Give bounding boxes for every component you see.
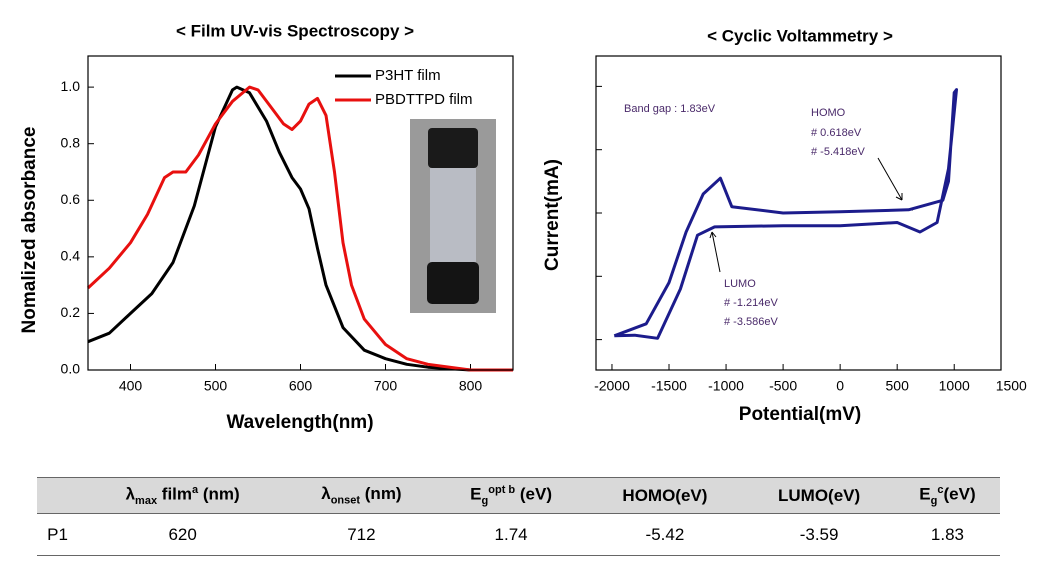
annotation: LUMO	[724, 278, 756, 290]
x-tick-label: 500	[204, 378, 228, 394]
plot-frame	[595, 55, 1002, 371]
table-cell: 620	[78, 513, 288, 556]
y-tick-label: 0.4	[61, 248, 81, 264]
data-line	[613, 88, 958, 340]
header-text: opt b	[488, 483, 516, 496]
header-text: g	[481, 495, 489, 508]
plot-frame	[87, 55, 514, 371]
y-tick-label: 0.2	[61, 304, 81, 320]
x-tick-label: 600	[289, 378, 313, 394]
x-axis-label: Wavelength(nm)	[226, 412, 373, 433]
x-tick-label: 700	[374, 378, 398, 394]
header-text: λ	[125, 484, 136, 504]
x-tick-label: 400	[119, 378, 143, 394]
table-cell: 1.74	[435, 513, 587, 556]
chart-title: < Cyclic Voltammetry >	[707, 26, 893, 45]
chart-title: < Film UV-vis Spectroscopy >	[176, 21, 414, 40]
vial-photo	[410, 119, 496, 313]
header-text: film	[157, 484, 193, 504]
header-text: λ	[321, 484, 331, 504]
header-text: LUMO(eV)	[778, 485, 861, 505]
data-line	[87, 85, 513, 372]
results-table: λmax filma (nm) λonset (nm) Egopt b (eV) HO…	[37, 477, 1000, 556]
y-tick-label: 0.8	[61, 134, 81, 150]
annotation: # -1.214eV	[724, 297, 778, 309]
x-tick-label: -500	[769, 378, 797, 394]
header-cell: Egc(eV)	[894, 477, 1000, 514]
annotation: # 0.618eV	[811, 127, 862, 139]
x-tick-label: 0	[836, 378, 844, 394]
header-cell: λonset (nm)	[287, 477, 436, 514]
header-text: a	[192, 483, 199, 496]
legend-label: P3HT film	[375, 67, 441, 84]
header-cell: HOMO(eV)	[586, 477, 744, 514]
y-tick-label: 0.0	[61, 361, 81, 377]
header-text: HOMO(eV)	[622, 485, 708, 505]
annotation: # -3.586eV	[724, 316, 778, 328]
charts: Band gap : 1.83eV HOMO # 0.618eV # -5.41…	[19, 21, 1027, 433]
x-tick-label: 800	[459, 378, 483, 394]
header-cell: λmax filma (nm)	[78, 477, 288, 514]
x-tick-label: -2000	[594, 378, 630, 394]
annotation: Band gap : 1.83eV	[624, 103, 716, 115]
y-tick-label: 0.6	[61, 191, 81, 207]
header-cell: Egopt b (eV)	[435, 477, 587, 514]
table-cell: -3.59	[743, 513, 895, 556]
table-cell: 1.83	[894, 513, 1000, 556]
header-text: (eV)	[515, 484, 552, 504]
x-tick-label: -1500	[651, 378, 687, 394]
y-axis-label: Current(mA)	[542, 159, 563, 271]
table-cell: 712	[287, 513, 436, 556]
x-axis-label: Potential(mV)	[739, 404, 861, 425]
header-text: (nm)	[198, 484, 240, 504]
header-text: max	[135, 495, 158, 508]
header-text: c	[937, 483, 944, 496]
annotation: # -5.418eV	[811, 146, 865, 158]
x-tick-label: 500	[886, 378, 910, 394]
table-cell: -5.42	[586, 513, 744, 556]
header-cell: LUMO(eV)	[743, 477, 895, 514]
header-text: (eV)	[943, 484, 976, 504]
header-text: onset	[330, 494, 361, 507]
header-cell	[37, 477, 79, 514]
header-text: g	[930, 495, 938, 508]
table-cell: P1	[37, 513, 79, 556]
x-tick-label: 1500	[996, 378, 1027, 394]
annotation: HOMO	[811, 107, 846, 119]
table-row: P1 620 712 1.74 -5.42 -3.59 1.83	[37, 513, 1000, 556]
header-text: E	[470, 484, 482, 504]
header-text: (nm)	[360, 484, 402, 504]
data-line	[86, 85, 513, 372]
legend-label: PBDTTPD film	[375, 91, 473, 108]
y-axis-label: Nomalized absorbance	[19, 127, 40, 334]
arrows	[709, 157, 915, 273]
y-tick-label: 1.0	[61, 78, 81, 94]
header-text: E	[919, 484, 931, 504]
x-tick-label: 1000	[939, 378, 970, 394]
x-tick-label: -1000	[708, 378, 744, 394]
